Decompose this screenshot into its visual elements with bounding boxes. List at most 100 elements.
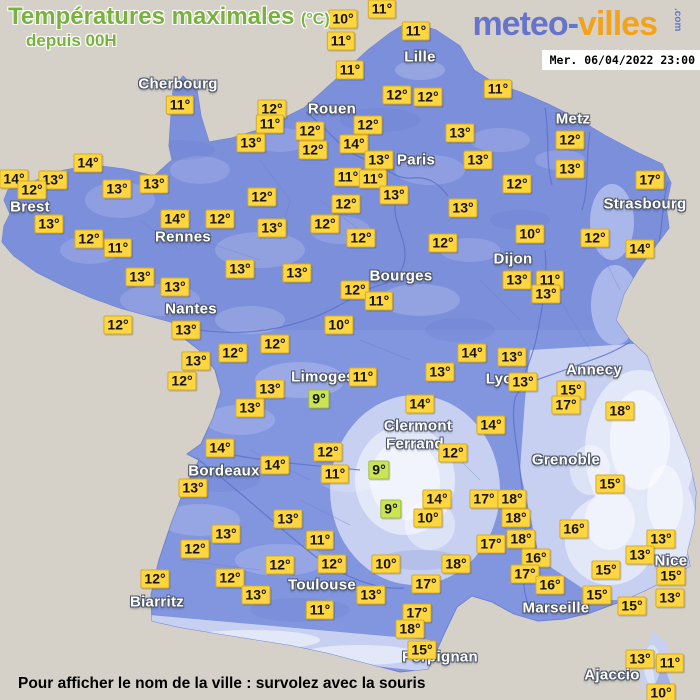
temp-label[interactable]: 11° [165,95,195,115]
temp-label[interactable]: 10° [646,683,676,700]
temp-label[interactable]: 13° [425,362,455,382]
temp-label[interactable]: 17° [510,564,540,584]
temp-label[interactable]: 11° [326,31,356,51]
temp-label[interactable]: 13° [379,185,409,205]
temp-label[interactable]: 12° [260,334,290,354]
temp-label[interactable]: 12° [555,130,585,150]
temp-label[interactable]: 15° [617,596,647,616]
temp-label[interactable]: 11° [320,464,350,484]
temp-label[interactable]: 11° [335,60,365,80]
temp-label[interactable]: 11° [103,238,133,258]
temp-label[interactable]: 13° [255,379,285,399]
temp-label[interactable]: 12° [295,121,325,141]
temp-label[interactable]: 10° [515,224,545,244]
temp-label[interactable]: 9° [308,389,330,409]
temp-label[interactable]: 13° [171,320,201,340]
temp-label[interactable]: 14° [339,134,369,154]
temp-label[interactable]: 12° [247,187,277,207]
temp-label[interactable]: 13° [102,179,132,199]
temp-label[interactable]: 12° [317,554,347,574]
temp-label[interactable]: 13° [531,284,561,304]
temp-label[interactable]: 13° [646,529,676,549]
temp-label[interactable]: 18° [395,619,425,639]
temp-label[interactable]: 12° [167,371,197,391]
temp-label[interactable]: 17° [411,574,441,594]
temp-label[interactable]: 9° [368,460,390,480]
temp-label[interactable]: 12° [265,555,295,575]
temp-label[interactable]: 18° [441,554,471,574]
temp-label[interactable]: 13° [236,133,266,153]
temp-label[interactable]: 12° [331,194,361,214]
temp-label[interactable]: 12° [298,140,328,160]
temp-label[interactable]: 13° [448,198,478,218]
temp-label[interactable]: 17° [469,489,499,509]
temp-label[interactable]: 13° [34,214,64,234]
temp-label[interactable]: 12° [215,568,245,588]
temp-label[interactable]: 14° [476,415,506,435]
temp-label[interactable]: 18° [497,489,527,509]
temp-label[interactable]: 17° [551,395,581,415]
temp-label[interactable]: 12° [438,443,468,463]
temp-label[interactable]: 16° [559,519,589,539]
temp-label[interactable]: 12° [382,85,412,105]
temp-label[interactable]: 12° [180,539,210,559]
temp-label[interactable]: 18° [506,529,536,549]
temp-label[interactable]: 11° [255,114,285,134]
temp-label[interactable]: 12° [140,569,170,589]
temp-label[interactable]: 11° [364,291,394,311]
temp-label[interactable]: 14° [205,438,235,458]
temp-label[interactable]: 13° [241,585,271,605]
temp-label[interactable]: 12° [353,115,383,135]
temp-label[interactable]: 12° [346,228,376,248]
temp-label[interactable]: 13° [178,478,208,498]
temp-label[interactable]: 13° [139,174,169,194]
temp-label[interactable]: 17° [635,170,665,190]
temp-label[interactable]: 13° [508,372,538,392]
temp-label[interactable]: 11° [655,653,685,673]
temp-label[interactable]: 13° [625,649,655,669]
temp-label[interactable]: 15° [595,474,625,494]
temp-label[interactable]: 12° [218,343,248,363]
temp-label[interactable]: 11° [305,600,335,620]
temp-label[interactable]: 15° [591,560,621,580]
temp-label[interactable]: 13° [211,524,241,544]
temp-label[interactable]: 12° [502,174,532,194]
temp-label[interactable]: 10° [413,508,443,528]
temp-label[interactable]: 12° [428,233,458,253]
temp-label[interactable]: 10° [328,9,358,29]
temp-label[interactable]: 14° [457,343,487,363]
temp-label[interactable]: 13° [625,545,655,565]
temp-label[interactable]: 11° [401,21,431,41]
temp-label[interactable]: 17° [476,534,506,554]
temp-label[interactable]: 17° [402,603,432,623]
temp-label[interactable]: 11° [358,169,388,189]
temp-label[interactable]: 13° [181,351,211,371]
temp-label[interactable]: 15° [582,585,612,605]
temp-label[interactable]: 10° [324,315,354,335]
temp-label[interactable]: 12° [74,229,104,249]
temp-label[interactable]: 13° [257,218,287,238]
temp-label[interactable]: 12° [340,280,370,300]
temp-label[interactable]: 15° [656,566,686,586]
temp-label[interactable]: 12° [205,209,235,229]
temp-label[interactable]: 13° [463,150,493,170]
temp-label[interactable]: 12° [313,442,343,462]
temp-label[interactable]: 12° [413,87,443,107]
temp-label[interactable]: 11° [348,367,378,387]
temp-label[interactable]: 14° [260,455,290,475]
temp-label[interactable]: 12° [310,214,340,234]
temp-label[interactable]: 10° [371,554,401,574]
temp-label[interactable]: 12° [103,315,133,335]
temp-label[interactable]: 14° [73,153,103,173]
temp-label[interactable]: 13° [502,270,532,290]
temp-label[interactable]: 13° [364,150,394,170]
temp-label[interactable]: 16° [535,575,565,595]
meteo-villes-logo[interactable]: meteo-villes .com [472,5,696,43]
temp-label[interactable]: 18° [605,401,635,421]
temp-label[interactable]: 12° [17,180,47,200]
temp-label[interactable]: 13° [225,259,255,279]
temp-label[interactable]: 14° [405,394,435,414]
temp-label[interactable]: 13° [356,585,386,605]
temp-label[interactable]: 13° [273,509,303,529]
temp-label[interactable]: 13° [282,263,312,283]
